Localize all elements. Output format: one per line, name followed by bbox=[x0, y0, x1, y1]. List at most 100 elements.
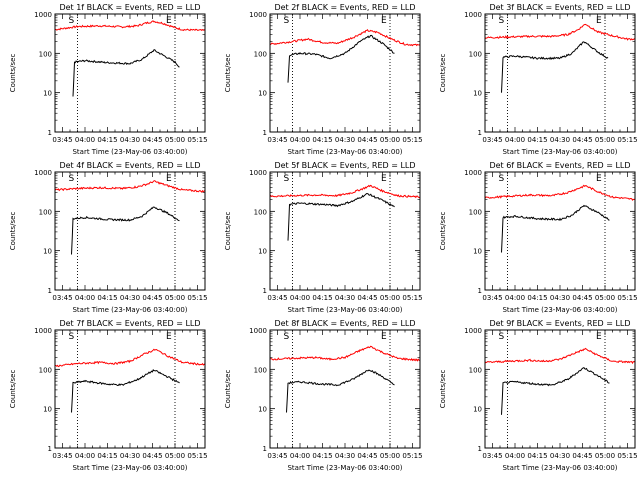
marker-label-s: S bbox=[499, 332, 505, 342]
chart-panel-5: Det 5f BLACK = Events, RED = LLD Counts/s… bbox=[224, 161, 423, 314]
x-tick-label: 04:45 bbox=[357, 452, 377, 460]
chart-panel-8: Det 8f BLACK = Events, RED = LLD Counts/s… bbox=[224, 319, 423, 472]
x-tick-label: 05:15 bbox=[617, 294, 637, 302]
x-tick-label: 05:15 bbox=[617, 452, 637, 460]
y-tick-label: 1000 bbox=[249, 11, 267, 19]
y-tick-label: 1000 bbox=[464, 169, 482, 177]
marker-label-s: S bbox=[499, 16, 505, 26]
marker-label-s: S bbox=[69, 332, 75, 342]
y-tick-label: 1 bbox=[263, 287, 267, 295]
series-events bbox=[287, 34, 395, 83]
x-tick-label: 04:15 bbox=[312, 294, 332, 302]
x-tick-label: 04:00 bbox=[505, 294, 525, 302]
x-tick-label: 04:30 bbox=[120, 136, 140, 144]
x-tick-label: 04:30 bbox=[335, 294, 355, 302]
x-tick-label: 04:00 bbox=[75, 294, 95, 302]
y-tick-label: 1 bbox=[478, 129, 482, 137]
chart-panel-6: Det 6f BLACK = Events, RED = LLD Counts/s… bbox=[439, 161, 638, 314]
x-tick-label: 04:45 bbox=[572, 294, 592, 302]
chart-panel-7: Det 7f BLACK = Events, RED = LLD Counts/s… bbox=[9, 319, 208, 472]
series-events bbox=[501, 41, 609, 93]
x-tick-label: 04:30 bbox=[335, 136, 355, 144]
x-tick-label: 04:30 bbox=[550, 136, 570, 144]
y-tick-label: 1000 bbox=[34, 169, 52, 177]
x-tick-label: 03:45 bbox=[52, 452, 72, 460]
x-tick-label: 03:45 bbox=[267, 452, 287, 460]
y-tick-label: 100 bbox=[469, 50, 482, 58]
x-axis-label: Start Time (23-May-06 03:40:00) bbox=[502, 464, 617, 472]
x-tick-label: 04:45 bbox=[142, 136, 162, 144]
series-events bbox=[287, 192, 395, 241]
y-tick-label: 10 bbox=[258, 248, 267, 256]
y-tick-label: 1000 bbox=[34, 327, 52, 335]
plot-frame bbox=[269, 329, 421, 449]
x-tick-label: 04:00 bbox=[75, 452, 95, 460]
panel-title: Det 1f BLACK = Events, RED = LLD bbox=[59, 3, 200, 12]
y-tick-label: 1000 bbox=[249, 169, 267, 177]
series-lld bbox=[54, 348, 206, 368]
plot-frame bbox=[484, 171, 636, 291]
marker-label-e: E bbox=[166, 174, 172, 184]
panel-title: Det 7f BLACK = Events, RED = LLD bbox=[59, 319, 200, 328]
y-axis-label: Counts/sec bbox=[439, 54, 447, 93]
panel-title: Det 2f BLACK = Events, RED = LLD bbox=[274, 3, 415, 12]
x-tick-label: 04:30 bbox=[550, 452, 570, 460]
y-tick-label: 1000 bbox=[34, 11, 52, 19]
x-tick-label: 04:00 bbox=[505, 136, 525, 144]
panel-title: Det 8f BLACK = Events, RED = LLD bbox=[274, 319, 415, 328]
x-tick-label: 04:15 bbox=[527, 136, 547, 144]
x-axis-label: Start Time (23-May-06 03:40:00) bbox=[72, 464, 187, 472]
x-tick-label: 04:00 bbox=[290, 452, 310, 460]
x-tick-label: 04:00 bbox=[290, 136, 310, 144]
y-tick-label: 10 bbox=[43, 90, 52, 98]
panel-title: Det 9f BLACK = Events, RED = LLD bbox=[489, 319, 630, 328]
series-lld bbox=[269, 184, 421, 199]
y-tick-label: 1 bbox=[263, 129, 267, 137]
y-tick-label: 10 bbox=[43, 248, 52, 256]
marker-label-s: S bbox=[284, 174, 290, 184]
x-axis-label: Start Time (23-May-06 03:40:00) bbox=[287, 306, 402, 314]
marker-label-e: E bbox=[166, 16, 172, 26]
series-events bbox=[286, 369, 395, 413]
x-tick-label: 04:30 bbox=[120, 294, 140, 302]
x-tick-label: 05:15 bbox=[402, 136, 422, 144]
x-tick-label: 03:45 bbox=[267, 136, 287, 144]
y-tick-label: 10 bbox=[473, 248, 482, 256]
x-tick-label: 04:00 bbox=[75, 136, 95, 144]
series-lld bbox=[54, 20, 206, 32]
x-tick-label: 05:00 bbox=[165, 452, 185, 460]
marker-label-s: S bbox=[69, 174, 75, 184]
y-tick-label: 1000 bbox=[464, 327, 482, 335]
plot-frame bbox=[54, 13, 206, 133]
x-tick-label: 05:00 bbox=[380, 452, 400, 460]
panel-title: Det 6f BLACK = Events, RED = LLD bbox=[489, 161, 630, 170]
x-tick-label: 05:15 bbox=[402, 294, 422, 302]
y-axis-label: Counts/sec bbox=[224, 370, 232, 409]
x-tick-label: 05:00 bbox=[595, 294, 615, 302]
chart-panel-1: Det 1f BLACK = Events, RED = LLD Counts/s… bbox=[9, 3, 208, 156]
x-tick-label: 04:30 bbox=[120, 452, 140, 460]
chart-panel-9: Det 9f BLACK = Events, RED = LLD Counts/s… bbox=[439, 319, 638, 472]
series-lld bbox=[269, 29, 421, 47]
x-tick-label: 04:45 bbox=[357, 294, 377, 302]
y-axis-label: Counts/sec bbox=[9, 370, 17, 409]
y-tick-label: 1 bbox=[48, 129, 52, 137]
series-events bbox=[501, 204, 610, 253]
y-tick-label: 10 bbox=[473, 406, 482, 414]
x-tick-label: 03:45 bbox=[482, 452, 502, 460]
x-tick-label: 05:00 bbox=[595, 452, 615, 460]
x-axis-label: Start Time (23-May-06 03:40:00) bbox=[287, 464, 402, 472]
series-events bbox=[501, 367, 610, 415]
y-tick-label: 1 bbox=[478, 445, 482, 453]
series-lld bbox=[269, 345, 421, 362]
marker-label-e: E bbox=[381, 332, 387, 342]
plot-frame bbox=[54, 329, 206, 449]
panel-title: Det 4f BLACK = Events, RED = LLD bbox=[59, 161, 200, 170]
plot-frame bbox=[484, 13, 636, 133]
y-tick-label: 1 bbox=[478, 287, 482, 295]
x-tick-label: 04:45 bbox=[142, 294, 162, 302]
x-tick-label: 05:00 bbox=[380, 136, 400, 144]
y-tick-label: 10 bbox=[43, 406, 52, 414]
marker-label-s: S bbox=[284, 16, 290, 26]
x-tick-label: 05:15 bbox=[402, 452, 422, 460]
